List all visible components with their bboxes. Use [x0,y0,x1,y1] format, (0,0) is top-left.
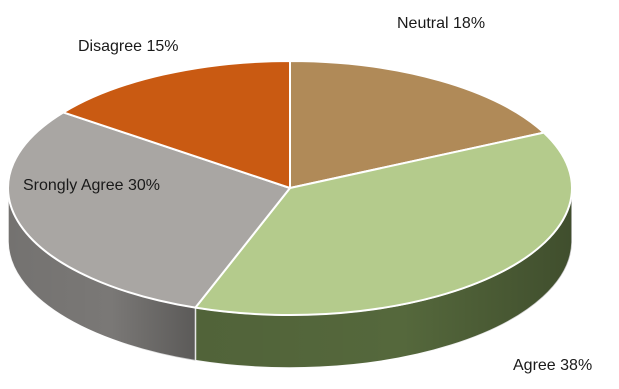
slice-label-neutral: Neutral 18% [397,15,485,32]
pie-side-shade [8,188,196,361]
pie-slice-srongly-agree [7,111,291,309]
pie-side-shade [195,189,572,368]
pie-slices [7,60,573,316]
slice-label-srongly-agree: Srongly Agree 30% [23,177,160,194]
slice-label-agree: Agree 38% [513,357,592,374]
slice-label-disagree: Disagree 15% [78,38,179,55]
pie-slice-agree [194,131,573,316]
pie-slice-neutral [289,60,545,189]
pie-slice-disagree [62,60,291,189]
